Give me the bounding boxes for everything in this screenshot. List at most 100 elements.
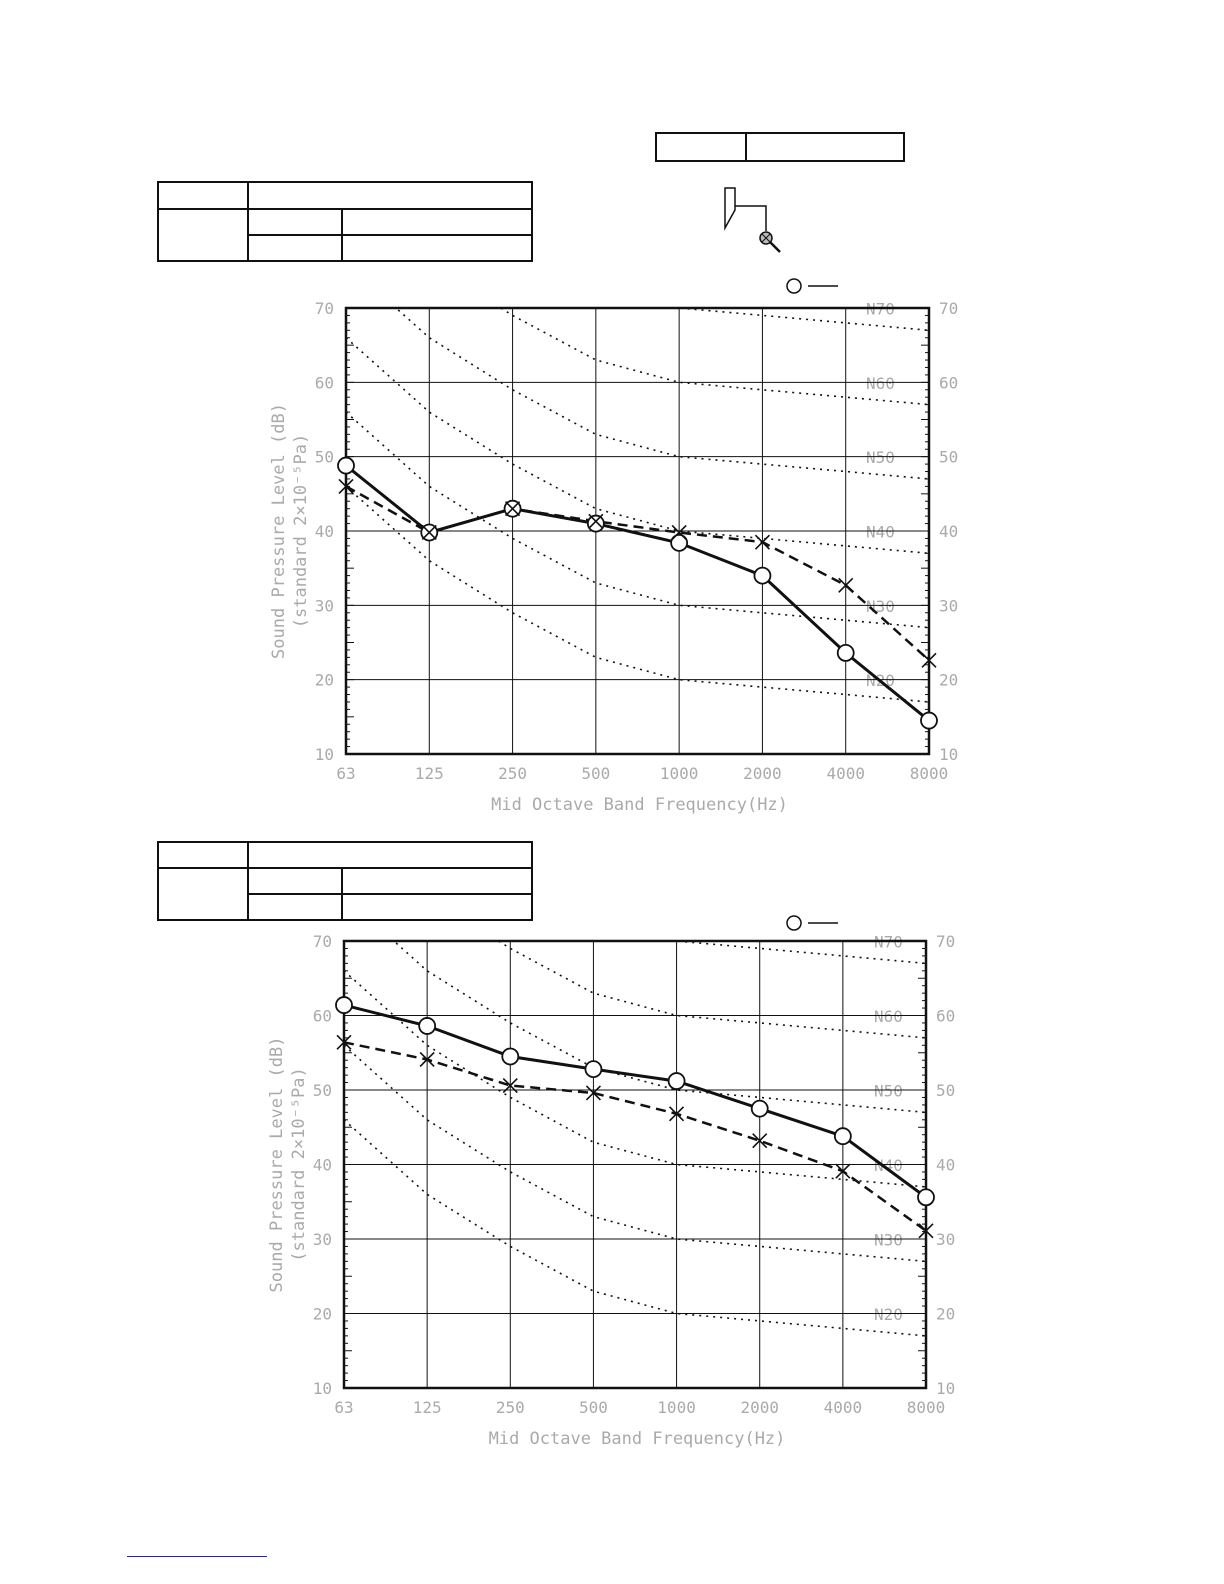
data-point-circle [586, 514, 605, 533]
model-table-cell-label [655, 132, 747, 162]
y-tick-label: 10 [313, 1379, 332, 1398]
conditions-table-cell [157, 208, 249, 262]
x-tick-label: 63 [334, 1398, 353, 1417]
cross-stroke [669, 1106, 685, 1122]
y-tick-label-right: 10 [936, 1379, 955, 1398]
y-tick-label: 20 [315, 671, 334, 690]
y-tick-label-right: 30 [939, 596, 958, 615]
cross-stroke [835, 1163, 851, 1179]
plot-frame [342, 939, 928, 1390]
data-point-circle [753, 566, 772, 585]
cross-stroke [502, 1077, 518, 1094]
nc-curve-label: N50 [874, 1081, 903, 1100]
nc-curve [346, 411, 929, 629]
data-point-cross [421, 524, 437, 541]
cross-stroke [921, 652, 937, 668]
series-line-1 [345, 464, 930, 722]
conditions-table-cell [157, 841, 249, 869]
x-tick-label: 8000 [910, 764, 949, 783]
cross-stroke [588, 513, 604, 529]
y-tick-label-right: 40 [939, 522, 958, 541]
data-point-cross [585, 1085, 601, 1101]
y-tick-label: 30 [315, 596, 334, 615]
data-point-circle [418, 1017, 437, 1035]
y-tick-label-right: 60 [936, 1007, 955, 1026]
nc-curve [394, 308, 929, 480]
data-point-circle [750, 1099, 769, 1118]
data-point-circle [670, 533, 689, 552]
conditions-table-cell [341, 234, 533, 262]
x-tick-label: 2000 [743, 764, 782, 783]
cross-stroke [671, 524, 687, 541]
footnote-rule [127, 1556, 267, 1557]
y-tick-label: 60 [315, 373, 334, 392]
x-tick-label: 125 [415, 764, 444, 783]
x-axis-title: Mid Octave Band Frequency(Hz) [489, 1429, 786, 1449]
data-point-cross [505, 501, 521, 517]
y-tick-label-right: 50 [936, 1081, 955, 1100]
data-point-cross [921, 652, 937, 668]
y-tick-label: 20 [313, 1305, 332, 1324]
data-point-cross [835, 1163, 851, 1179]
y-tick-label: 50 [313, 1081, 332, 1100]
x-tick-label: 2000 [740, 1398, 779, 1417]
conditions-table-1 [157, 181, 533, 262]
x-tick-label: 1000 [657, 1398, 696, 1417]
y-tick-label-right: 20 [939, 671, 958, 690]
nc-curve-label: N20 [874, 1305, 903, 1324]
conditions-table-cell [157, 867, 249, 921]
x-tick-label: 250 [498, 764, 527, 783]
y-tick-label-right: 60 [939, 373, 958, 392]
cross-stroke [918, 1223, 934, 1239]
y-tick-label: 70 [313, 932, 332, 951]
data-point-circle [335, 996, 353, 1014]
y-tick-label: 70 [315, 299, 334, 318]
x-tick-label: 500 [579, 1398, 608, 1417]
plot-frame [344, 306, 931, 756]
x-tick-label: 125 [413, 1398, 442, 1417]
legend-circle-icon [786, 915, 802, 931]
y-tick-label-right: 70 [939, 299, 958, 318]
cross-stroke [505, 501, 521, 517]
y-tick-label: 10 [315, 745, 334, 764]
data-point-circle [833, 1127, 852, 1146]
nc-curve [673, 941, 926, 965]
x-tick-label: 500 [581, 764, 610, 783]
y-tick-label: 30 [313, 1230, 332, 1249]
cross-stroke [752, 1133, 768, 1149]
legend-circle-icon [786, 278, 802, 294]
data-point-cross [669, 1106, 685, 1122]
x-tick-label: 1000 [660, 764, 699, 783]
y-tick-label-right: 10 [939, 745, 958, 764]
y-axis-subtitle: (standard 2×10⁻⁵Pa) [291, 434, 311, 628]
cross-stroke [754, 534, 770, 550]
x-tick-label: 8000 [907, 1398, 946, 1417]
nc-curve [496, 941, 926, 1039]
data-point-circle [917, 1188, 935, 1207]
cross-stroke [585, 1085, 601, 1101]
conditions-table-cell [341, 867, 533, 895]
nc-curve [676, 308, 929, 332]
x-axis-title: Mid Octave Band Frequency(Hz) [491, 795, 788, 815]
nc-curve [499, 308, 929, 406]
y-tick-label: 60 [313, 1007, 332, 1026]
nc-curve-label: N40 [874, 1156, 903, 1175]
x-tick-label: 63 [336, 764, 355, 783]
y-tick-label-right: 50 [939, 448, 958, 467]
nc-curve [392, 941, 926, 1114]
model-table-cell-value [745, 132, 905, 162]
nc-curve-label: N60 [874, 1007, 903, 1026]
data-point-cross [502, 1077, 518, 1094]
y-axis-title: Sound Pressure Level (dB) [267, 1037, 287, 1293]
nc-curve [344, 1044, 926, 1263]
conditions-table-cell [247, 893, 343, 921]
data-point-circle [584, 1060, 603, 1079]
model-table [655, 132, 905, 162]
conditions-table-cell [247, 208, 343, 236]
y-tick-label-right: 40 [936, 1156, 955, 1175]
data-point-cross [752, 1133, 768, 1149]
nc-curve [344, 1119, 926, 1337]
series-line-1 [343, 1003, 927, 1199]
